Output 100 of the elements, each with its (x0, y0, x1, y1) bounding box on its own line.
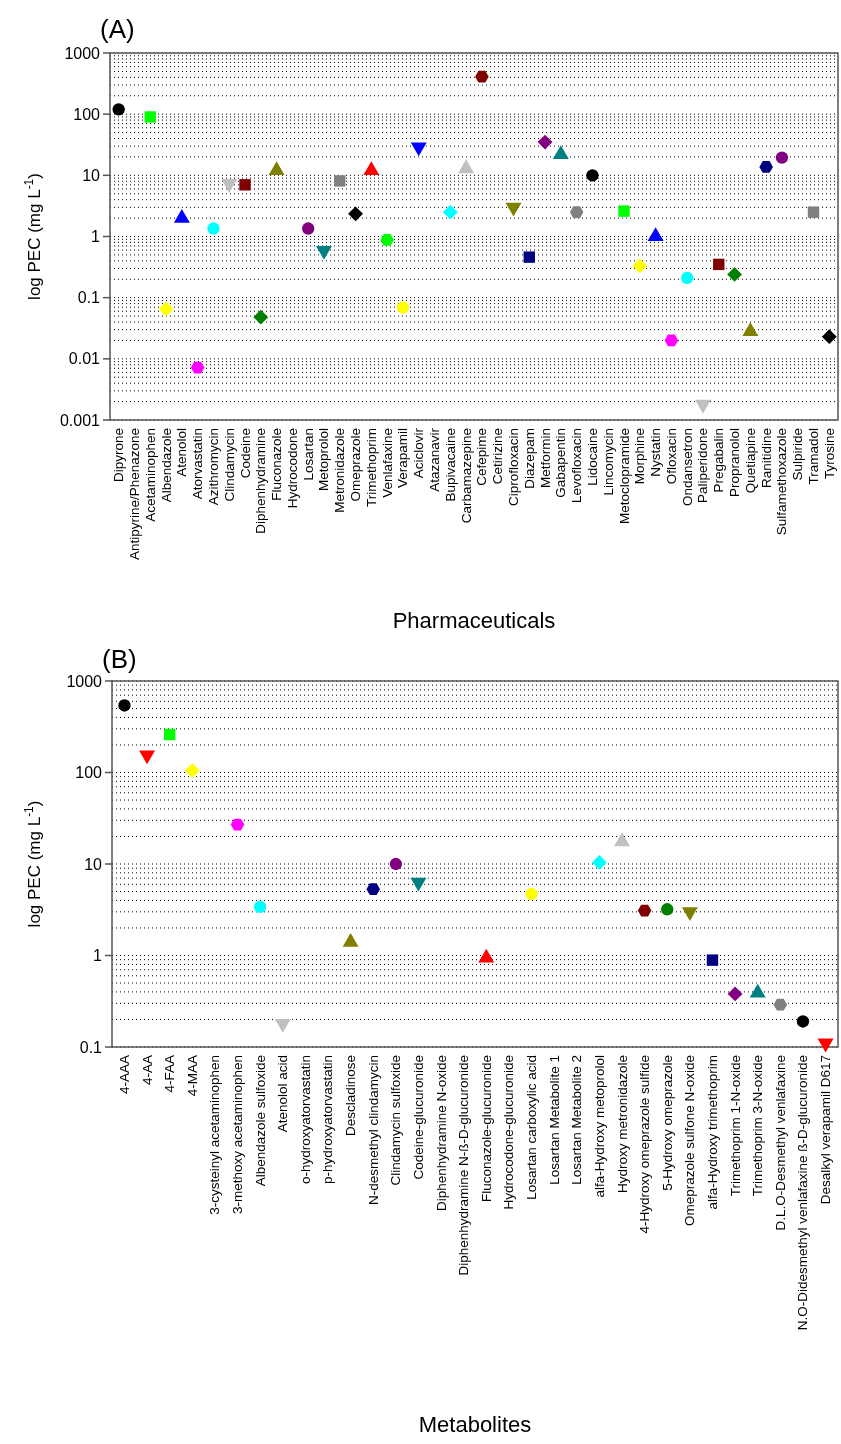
x-tick-label: Dipyrone (111, 428, 127, 483)
x-tick-label: Diazepam (521, 428, 537, 489)
point (158, 301, 174, 317)
x-axis-title: Metabolites (418, 1412, 532, 1437)
point (363, 161, 380, 176)
point (618, 205, 630, 217)
point (591, 855, 607, 870)
x-tick-label: Clindamycin sulfoxide (388, 1055, 404, 1186)
chart-title: (A) (100, 14, 135, 44)
x-tick-label: Descladinose (343, 1055, 359, 1137)
x-tick-label: Hydrocodone (284, 428, 300, 509)
point (144, 111, 156, 123)
x-tick-label: Antipyrine/Phenazone (126, 428, 142, 561)
x-tick-label: Verapamil (395, 428, 411, 489)
y-tick-label: 0.001 (59, 411, 101, 429)
x-tick-label: Trimethoprim 1-N-oxide (727, 1055, 743, 1197)
x-tick-label: D.L.O-Desmethyl venlafaxine (772, 1055, 788, 1231)
x-tick-label: Carbamazepine (458, 428, 474, 524)
point (713, 258, 725, 271)
x-tick-label: Losartan Metabolite 2 (569, 1055, 585, 1185)
x-tick-label: Venlafaxine (379, 428, 395, 498)
x-tick-label: p-hydroxyatorvastatin (320, 1055, 336, 1185)
point (637, 904, 652, 917)
y-tick-label: 100 (75, 764, 103, 781)
x-tick-label: Tramadol (806, 428, 822, 485)
point (163, 728, 176, 741)
x-tick-label: o-hydroxyatorvastatin (297, 1055, 313, 1185)
x-tick-label: Pregabalin (711, 428, 727, 493)
x-tick-label: Morphine (632, 428, 648, 485)
x-tick-label: Losartan (300, 428, 316, 481)
x-tick-label: Omeprazole sulfone N-oxide (682, 1055, 698, 1227)
point (775, 151, 789, 164)
x-tick-label: Levofloxacin (569, 428, 585, 504)
point (239, 179, 251, 191)
x-tick-label: Sulfamethoxazole (774, 428, 790, 536)
point (268, 161, 285, 176)
x-tick-label: 4-MAA (184, 1055, 200, 1097)
x-tick-label: Fluconazole-glucuronide (478, 1055, 494, 1203)
x-tick-label: Ofloxacin (663, 428, 679, 485)
x-tick-label: Metronidazole (332, 428, 348, 513)
x-tick-label: Metoprolol (316, 428, 332, 492)
x-tick-label: alfa-Hydroxy metoprolol (591, 1055, 607, 1198)
point (664, 334, 679, 347)
point (552, 145, 569, 159)
x-tick-label: Metoclopramide (616, 428, 632, 525)
x-tick-label: Atenolol (174, 428, 190, 477)
y-tick-label: 0.1 (79, 1038, 103, 1056)
x-tick-label: Diphenhydramine (253, 428, 269, 534)
x-tick-label: 4-AAA (116, 1055, 132, 1095)
point (184, 763, 200, 778)
point (796, 1015, 810, 1028)
point (334, 175, 346, 187)
y-tick-label: 1 (91, 228, 101, 245)
x-tick-label: Atazanavir (427, 427, 443, 492)
x-tick-label: Albendazole (158, 428, 174, 503)
x-tick-label: 4-FAA (162, 1055, 178, 1093)
chart-title: (B) (102, 644, 137, 674)
point (230, 818, 245, 831)
point (695, 399, 711, 414)
point (727, 986, 743, 1002)
point (661, 903, 674, 916)
x-tick-label: Desalkyl verapamil D617 (818, 1055, 834, 1205)
x-tick-label: N.O-Didesmethyl venlafaxine ß-D-glucuronide (795, 1055, 811, 1331)
x-tick-label: 4-Hydroxy omeprazole sulfide (637, 1055, 653, 1234)
x-tick-label: 4-AA (139, 1055, 155, 1086)
x-tick-label: Quetiapine (742, 428, 758, 494)
y-tick-label: 0.01 (68, 350, 101, 368)
x-tick-label: Diphenhydramine N-ß-D-glucuronide (456, 1055, 472, 1276)
x-tick-label: Fluconazole (269, 428, 285, 501)
x-tick-label: Albendazole sulfoxide (252, 1055, 268, 1187)
x-tick-label: Bupivacaine (442, 428, 458, 502)
x-axis-title: Pharmaceuticals (392, 608, 556, 633)
x-tick-label: Losartan carboxylic acid (524, 1055, 540, 1200)
x-tick-label: Ondansetron (679, 428, 695, 507)
y-tick-label: 1000 (66, 672, 103, 690)
x-tick-label: Lincomycin (600, 428, 616, 496)
x-tick-label: Acetaminophen (142, 428, 158, 522)
point (727, 266, 742, 282)
point (207, 222, 220, 235)
x-tick-label: Gabapentin (553, 428, 569, 498)
x-tick-label: Nystatin (648, 428, 664, 477)
point (759, 161, 773, 173)
y-tick-label: 1 (93, 947, 103, 964)
point (632, 258, 648, 274)
x-tick-label: Ranitidine (758, 428, 774, 489)
x-tick-label: 5-Hydroxy omeprazole (659, 1055, 675, 1191)
x-tick-label: Cefepime (474, 428, 490, 486)
x-tick-label: Propranolol (727, 428, 743, 498)
y-tick-label: 10 (82, 166, 101, 184)
x-tick-label: alfa-Hydroxy trimethoprim (704, 1055, 720, 1210)
x-tick-label: Lidocaine (584, 428, 600, 486)
y-tick-label: 0.1 (77, 289, 101, 307)
x-tick-label: Tyrosine (821, 428, 837, 480)
x-tick-label: Atenolol acid (275, 1055, 291, 1133)
x-tick-label: Trimethoprim 3-N-oxide (750, 1055, 766, 1197)
x-tick-label: 3-cysteinyl acetaminophen (207, 1055, 223, 1215)
y-tick-label: 10 (84, 855, 103, 873)
x-tick-label: Metformin (537, 428, 553, 489)
y-tick-label: 100 (73, 105, 101, 123)
x-tick-label: Omeprazole (348, 428, 364, 502)
